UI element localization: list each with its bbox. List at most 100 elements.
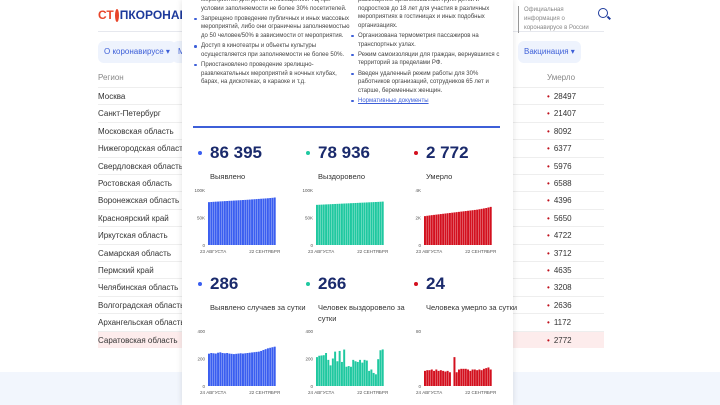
chart-bar [464, 368, 467, 386]
chart-0: 100K 50K 023 АВГУСТА 22 СЕНТЯБРЯ [194, 188, 280, 254]
chart-bar [473, 209, 476, 245]
stat-label: Выздоровело [318, 172, 366, 181]
chart-bar [467, 210, 470, 245]
chart-bar [473, 369, 476, 386]
chart-bar [255, 199, 258, 245]
chart-bar [217, 352, 220, 386]
search-icon[interactable] [598, 8, 608, 18]
measure-item: Введен удаленный режим работы для 30% ра… [350, 70, 502, 96]
x-tick-label: 22 СЕНТЯБРЯ [249, 390, 280, 395]
chart-bar [271, 197, 274, 245]
stat-dot-icon [306, 151, 310, 155]
chart-bar [448, 372, 451, 386]
stat-number: 2 772 [426, 143, 469, 162]
chart-bar [325, 204, 328, 245]
y-tick-label: 400 [305, 329, 313, 334]
chart-bar [458, 369, 460, 386]
chart-bar [260, 198, 263, 245]
chart-bar [476, 370, 479, 386]
chart-bar [489, 206, 492, 245]
chart-bar [487, 207, 490, 245]
chart-bar [435, 214, 438, 245]
nav-about[interactable]: О коронавирусе ▾ [98, 41, 176, 63]
chart-bar [251, 199, 254, 245]
chart-bar [476, 209, 479, 245]
x-tick-label: 23 АВГУСТА [308, 249, 334, 254]
x-tick-label: 22 СЕНТЯБРЯ [357, 249, 388, 254]
chart-bar [214, 201, 217, 245]
dead-count: 8092 [547, 123, 572, 140]
y-tick-label: 0 [202, 243, 205, 248]
chart-bar [480, 370, 483, 386]
chart-bar [455, 212, 458, 245]
chart-bar [361, 202, 364, 245]
chart-bar [246, 353, 249, 386]
chart-bar [264, 198, 267, 245]
chart-bar [210, 353, 213, 386]
chart-bar [485, 208, 488, 245]
measures-right: размещение организованных групп детей и … [350, 0, 502, 107]
chart-bar [235, 200, 238, 245]
nav-vaccination[interactable]: Вакцинация ▾ [518, 41, 581, 63]
dead-count: 21407 [547, 105, 576, 122]
measure-item: размещение организованных групп детей и … [358, 0, 490, 29]
chart-3: 400 200 024 АВГУСТА 22 СЕНТЯБРЯ [197, 329, 280, 395]
chart-bar [381, 349, 384, 386]
chart-bar [327, 204, 330, 245]
region-name: Москва [98, 92, 126, 101]
chart-bar [322, 355, 325, 386]
chart-bar [239, 353, 242, 386]
chart-bar [257, 351, 260, 386]
stat-label: Человек выздоровело за сутки [318, 303, 405, 323]
chart-bar [368, 370, 371, 386]
chart-bar [232, 354, 235, 386]
region-name: Красноярский край [98, 213, 169, 223]
chart-1: 100K 50K 023 АВГУСТА 22 СЕНТЯБРЯ [302, 188, 388, 254]
region-name: Московская область [98, 126, 174, 136]
chart-bar [269, 347, 272, 386]
chart-bar [374, 201, 377, 245]
chart-bar [354, 361, 357, 386]
chart-bar [430, 215, 433, 245]
docs-link[interactable]: Нормативные документы [358, 97, 429, 104]
chart-bar [246, 199, 249, 245]
chart-bar [338, 350, 341, 386]
chart-bar [228, 200, 231, 245]
chart-bar [338, 203, 341, 245]
chart-bar [381, 201, 384, 245]
y-tick-label: 0 [310, 243, 313, 248]
chart-bar [482, 208, 485, 245]
chart-bar [444, 371, 447, 386]
region-name: Свердловская область [98, 161, 183, 171]
chart-bar [469, 370, 472, 386]
chart-bar [437, 370, 440, 386]
chart-bar [430, 369, 433, 386]
chart-bar [210, 201, 213, 245]
stat-dot-icon [198, 282, 202, 286]
dead-count: 6588 [547, 175, 572, 192]
y-tick-label: 0 [202, 384, 205, 389]
chart-bar [248, 352, 251, 386]
chart-bar [359, 359, 362, 386]
chart-bar [347, 366, 350, 386]
chart-bar [478, 209, 481, 245]
measures-left: мероприятий для детей в помещениях ТЦ пр… [193, 0, 353, 88]
chart-bar [318, 355, 321, 386]
dead-count: 2636 [547, 297, 572, 314]
x-tick-label: 24 АВГУСТА [416, 390, 442, 395]
chart-bar [487, 367, 490, 386]
chart-bar [377, 201, 380, 245]
measure-item: Запрещено проведение публичных и иных ма… [193, 15, 353, 41]
region-name: Ростовская область [98, 179, 172, 188]
dead-count: 3208 [547, 279, 572, 296]
stat-dot-icon [414, 151, 418, 155]
region-name: Пермский край [98, 266, 154, 275]
chart-bar [442, 370, 445, 386]
chart-bar [340, 361, 343, 386]
chart-bar [208, 353, 210, 386]
chart-bar [433, 370, 436, 386]
dead-count: 5976 [547, 158, 572, 175]
chart-bar [363, 202, 366, 245]
chart-bar [372, 202, 375, 245]
